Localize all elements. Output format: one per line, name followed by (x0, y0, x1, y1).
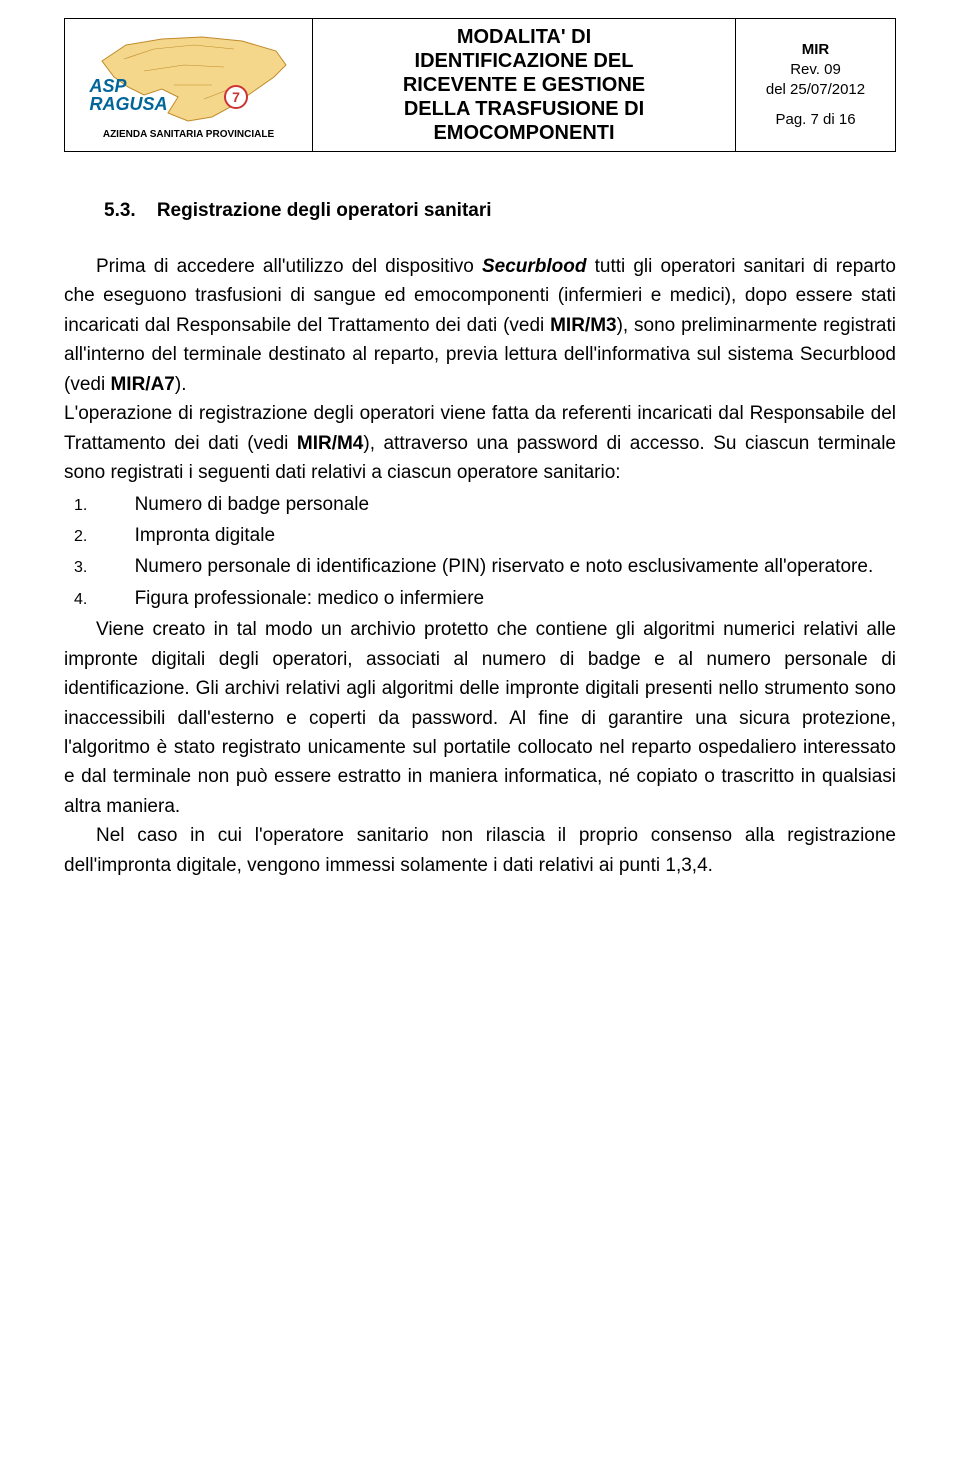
title-line: MODALITA' DI (321, 25, 727, 49)
ref-code: MIR/M3 (550, 315, 617, 336)
meta-page: Pag. 7 di 16 (744, 110, 887, 130)
ref-code: MIR/A7 (110, 374, 174, 395)
sicily-map-icon: 7 ASP RAGUSA (84, 31, 294, 127)
title-line: IDENTIFICAZIONE DEL (321, 49, 727, 73)
logo-caption: AZIENDA SANITARIA PROVINCIALE (73, 129, 304, 140)
title-line: RICEVENTE E GESTIONE (321, 73, 727, 97)
list-item-text: Numero di badge personale (135, 494, 370, 515)
section-heading: 5.3. Registrazione degli operatori sanit… (104, 200, 896, 222)
paragraph-1: Prima di accedere all'utilizzo del dispo… (64, 252, 896, 399)
numbered-list: 1. Numero di badge personale 2. Impronta… (64, 490, 896, 614)
list-item: 4. Figura professionale: medico o inferm… (64, 584, 896, 613)
list-item: 1. Numero di badge personale (64, 490, 896, 519)
list-item: 3. Numero personale di identificazione (… (64, 552, 896, 581)
header-logo-cell: 7 ASP RAGUSA AZIENDA SANITARIA PROVINCIA… (65, 19, 313, 152)
ref-code: MIR/M4 (297, 433, 364, 454)
body-text: Prima di accedere all'utilizzo del dispo… (64, 252, 896, 880)
text-run: ). (175, 374, 187, 395)
paragraph-2: L'operazione di registrazione degli oper… (64, 399, 896, 487)
meta-date: del 25/07/2012 (744, 80, 887, 100)
header-title-cell: MODALITA' DI IDENTIFICAZIONE DEL RICEVEN… (313, 19, 736, 152)
list-item-text: Figura professionale: medico o infermier… (135, 588, 485, 609)
asp-line2: RAGUSA (90, 95, 168, 113)
document-header: 7 ASP RAGUSA AZIENDA SANITARIA PROVINCIA… (64, 18, 896, 152)
paragraph-4: Nel caso in cui l'operatore sanitario no… (64, 821, 896, 880)
title-line: DELLA TRASFUSIONE DI (321, 97, 727, 121)
asp-line1: ASP (90, 77, 168, 95)
meta-rev: Rev. 09 (744, 60, 887, 80)
meta-code: MIR (802, 41, 830, 58)
section-number: 5.3. (104, 200, 136, 221)
emphasis: Securblood (482, 256, 587, 277)
list-item: 2. Impronta digitale (64, 521, 896, 550)
asp-label: ASP RAGUSA (90, 77, 168, 113)
header-meta-cell: MIR Rev. 09 del 25/07/2012 Pag. 7 di 16 (736, 19, 896, 152)
list-item-text: Numero personale di identificazione (PIN… (135, 556, 874, 577)
text-run: Prima di accedere all'utilizzo del dispo… (96, 256, 482, 277)
badge-number: 7 (232, 89, 240, 105)
list-item-text: Impronta digitale (135, 525, 275, 546)
section-title: Registrazione degli operatori sanitari (157, 200, 492, 221)
title-line: EMOCOMPONENTI (321, 121, 727, 145)
paragraph-3: Viene creato in tal modo un archivio pro… (64, 615, 896, 821)
